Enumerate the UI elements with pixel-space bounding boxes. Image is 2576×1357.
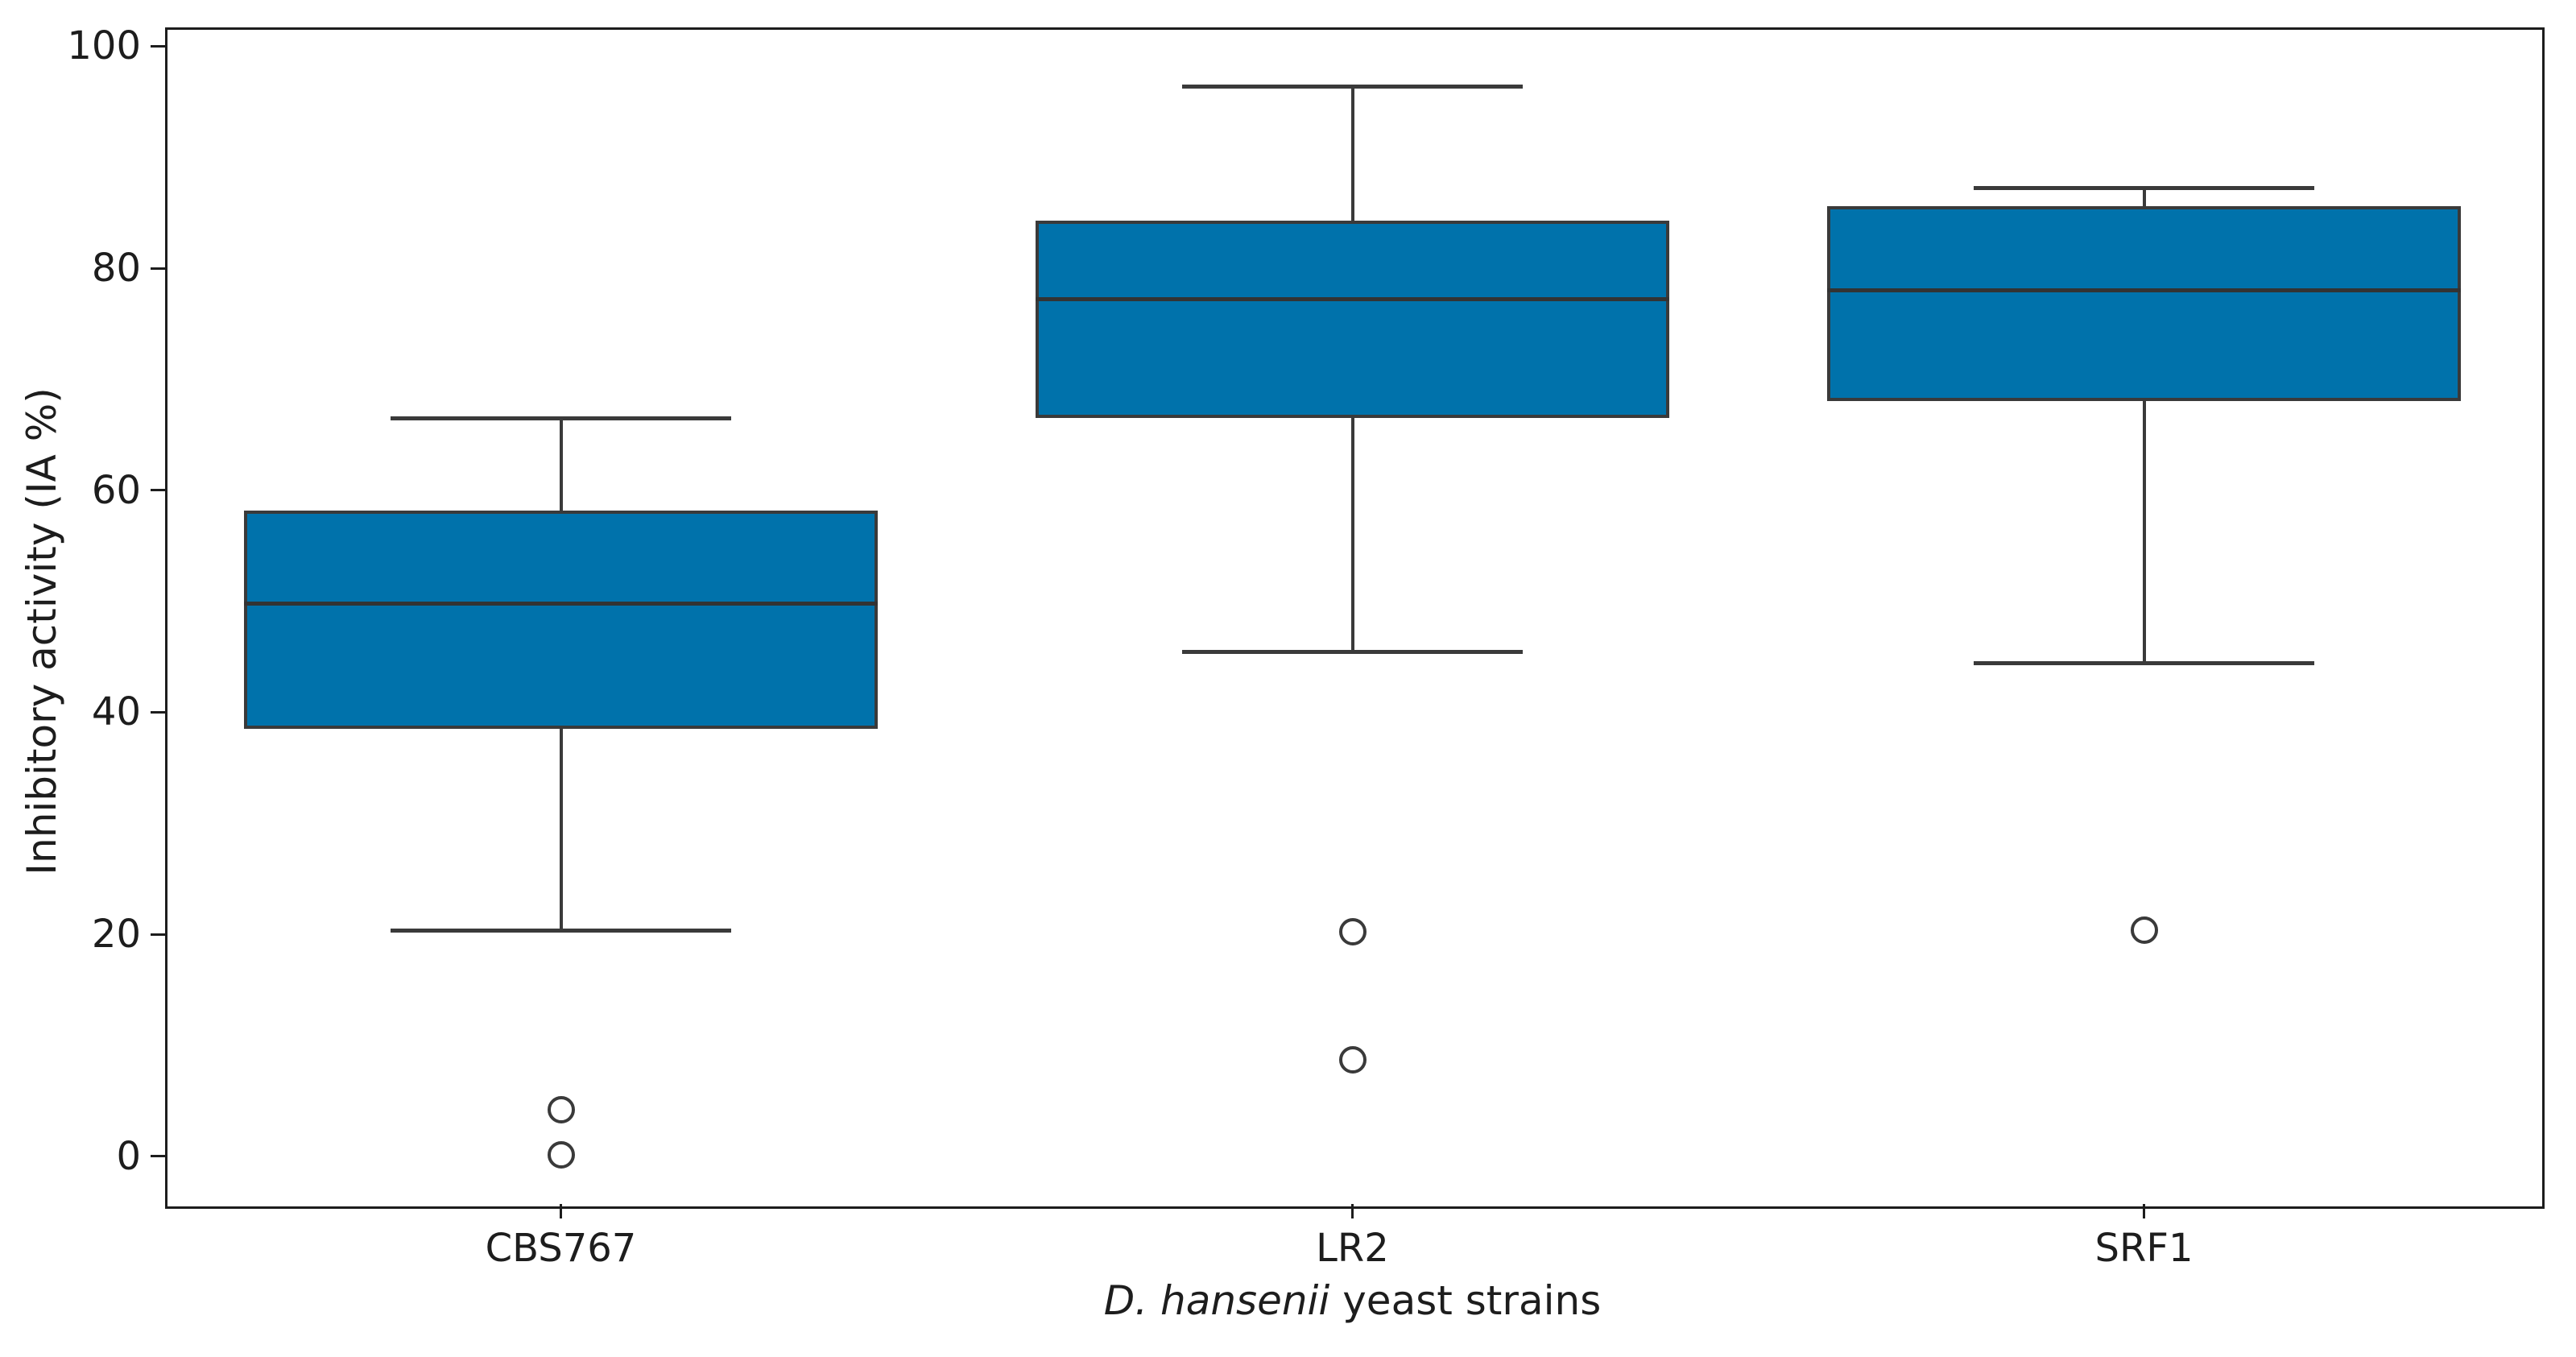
y-tick-mark-40 [151,710,165,714]
whisker-cap-upper-CBS767 [391,416,731,420]
y-axis-title: Inhibitory activity (IA %) [19,387,65,875]
y-tick-mark-100 [151,44,165,48]
flier-SRF1-0 [2130,916,2158,944]
flier-CBS767-0 [547,1095,575,1123]
x-tick-label-LR2: LR2 [1316,1226,1389,1271]
x-tick-mark-SRF1 [2143,1204,2145,1218]
x-tick-label-CBS767: CBS767 [485,1226,637,1271]
whisker-lower-SRF1 [2142,401,2146,664]
whisker-upper-CBS767 [559,418,563,511]
whisker-lower-LR2 [1350,418,1354,652]
y-tick-label-20: 20 [91,912,141,958]
flier-LR2-0 [1338,918,1367,946]
whisker-cap-lower-CBS767 [391,929,731,933]
box-LR2 [1036,220,1669,419]
y-tick-label-80: 80 [91,246,141,292]
whisker-lower-CBS767 [559,729,563,931]
whisker-cap-lower-SRF1 [1974,661,2314,666]
y-tick-mark-20 [151,933,165,936]
y-tick-label-40: 40 [91,689,141,735]
y-tick-mark-0 [151,1155,165,1158]
x-tick-label-SRF1: SRF1 [2094,1226,2194,1271]
median-SRF1 [1827,288,2461,293]
box-SRF1 [1827,205,2461,402]
whisker-cap-upper-LR2 [1182,84,1523,89]
whisker-upper-SRF1 [2142,188,2146,206]
x-tick-mark-CBS767 [560,1204,562,1218]
y-tick-mark-80 [151,267,165,270]
median-LR2 [1036,297,1669,302]
y-tick-label-60: 60 [91,467,141,513]
whisker-cap-lower-LR2 [1182,650,1523,655]
flier-LR2-1 [1338,1045,1367,1074]
x-axis-title-italic: D. hansenii [1103,1277,1330,1324]
x-axis-title-rest: yeast strains [1329,1277,1602,1324]
whisker-upper-LR2 [1350,86,1354,221]
box-CBS767 [244,510,878,730]
y-tick-label-0: 0 [116,1133,141,1179]
y-tick-mark-60 [151,489,165,492]
median-CBS767 [244,601,878,606]
x-axis-title: D. hansenii yeast strains [165,1277,2540,1324]
x-tick-mark-LR2 [1351,1204,1354,1218]
y-tick-label-100: 100 [67,23,141,69]
whisker-cap-upper-SRF1 [1974,186,2314,191]
flier-CBS767-1 [547,1141,575,1169]
